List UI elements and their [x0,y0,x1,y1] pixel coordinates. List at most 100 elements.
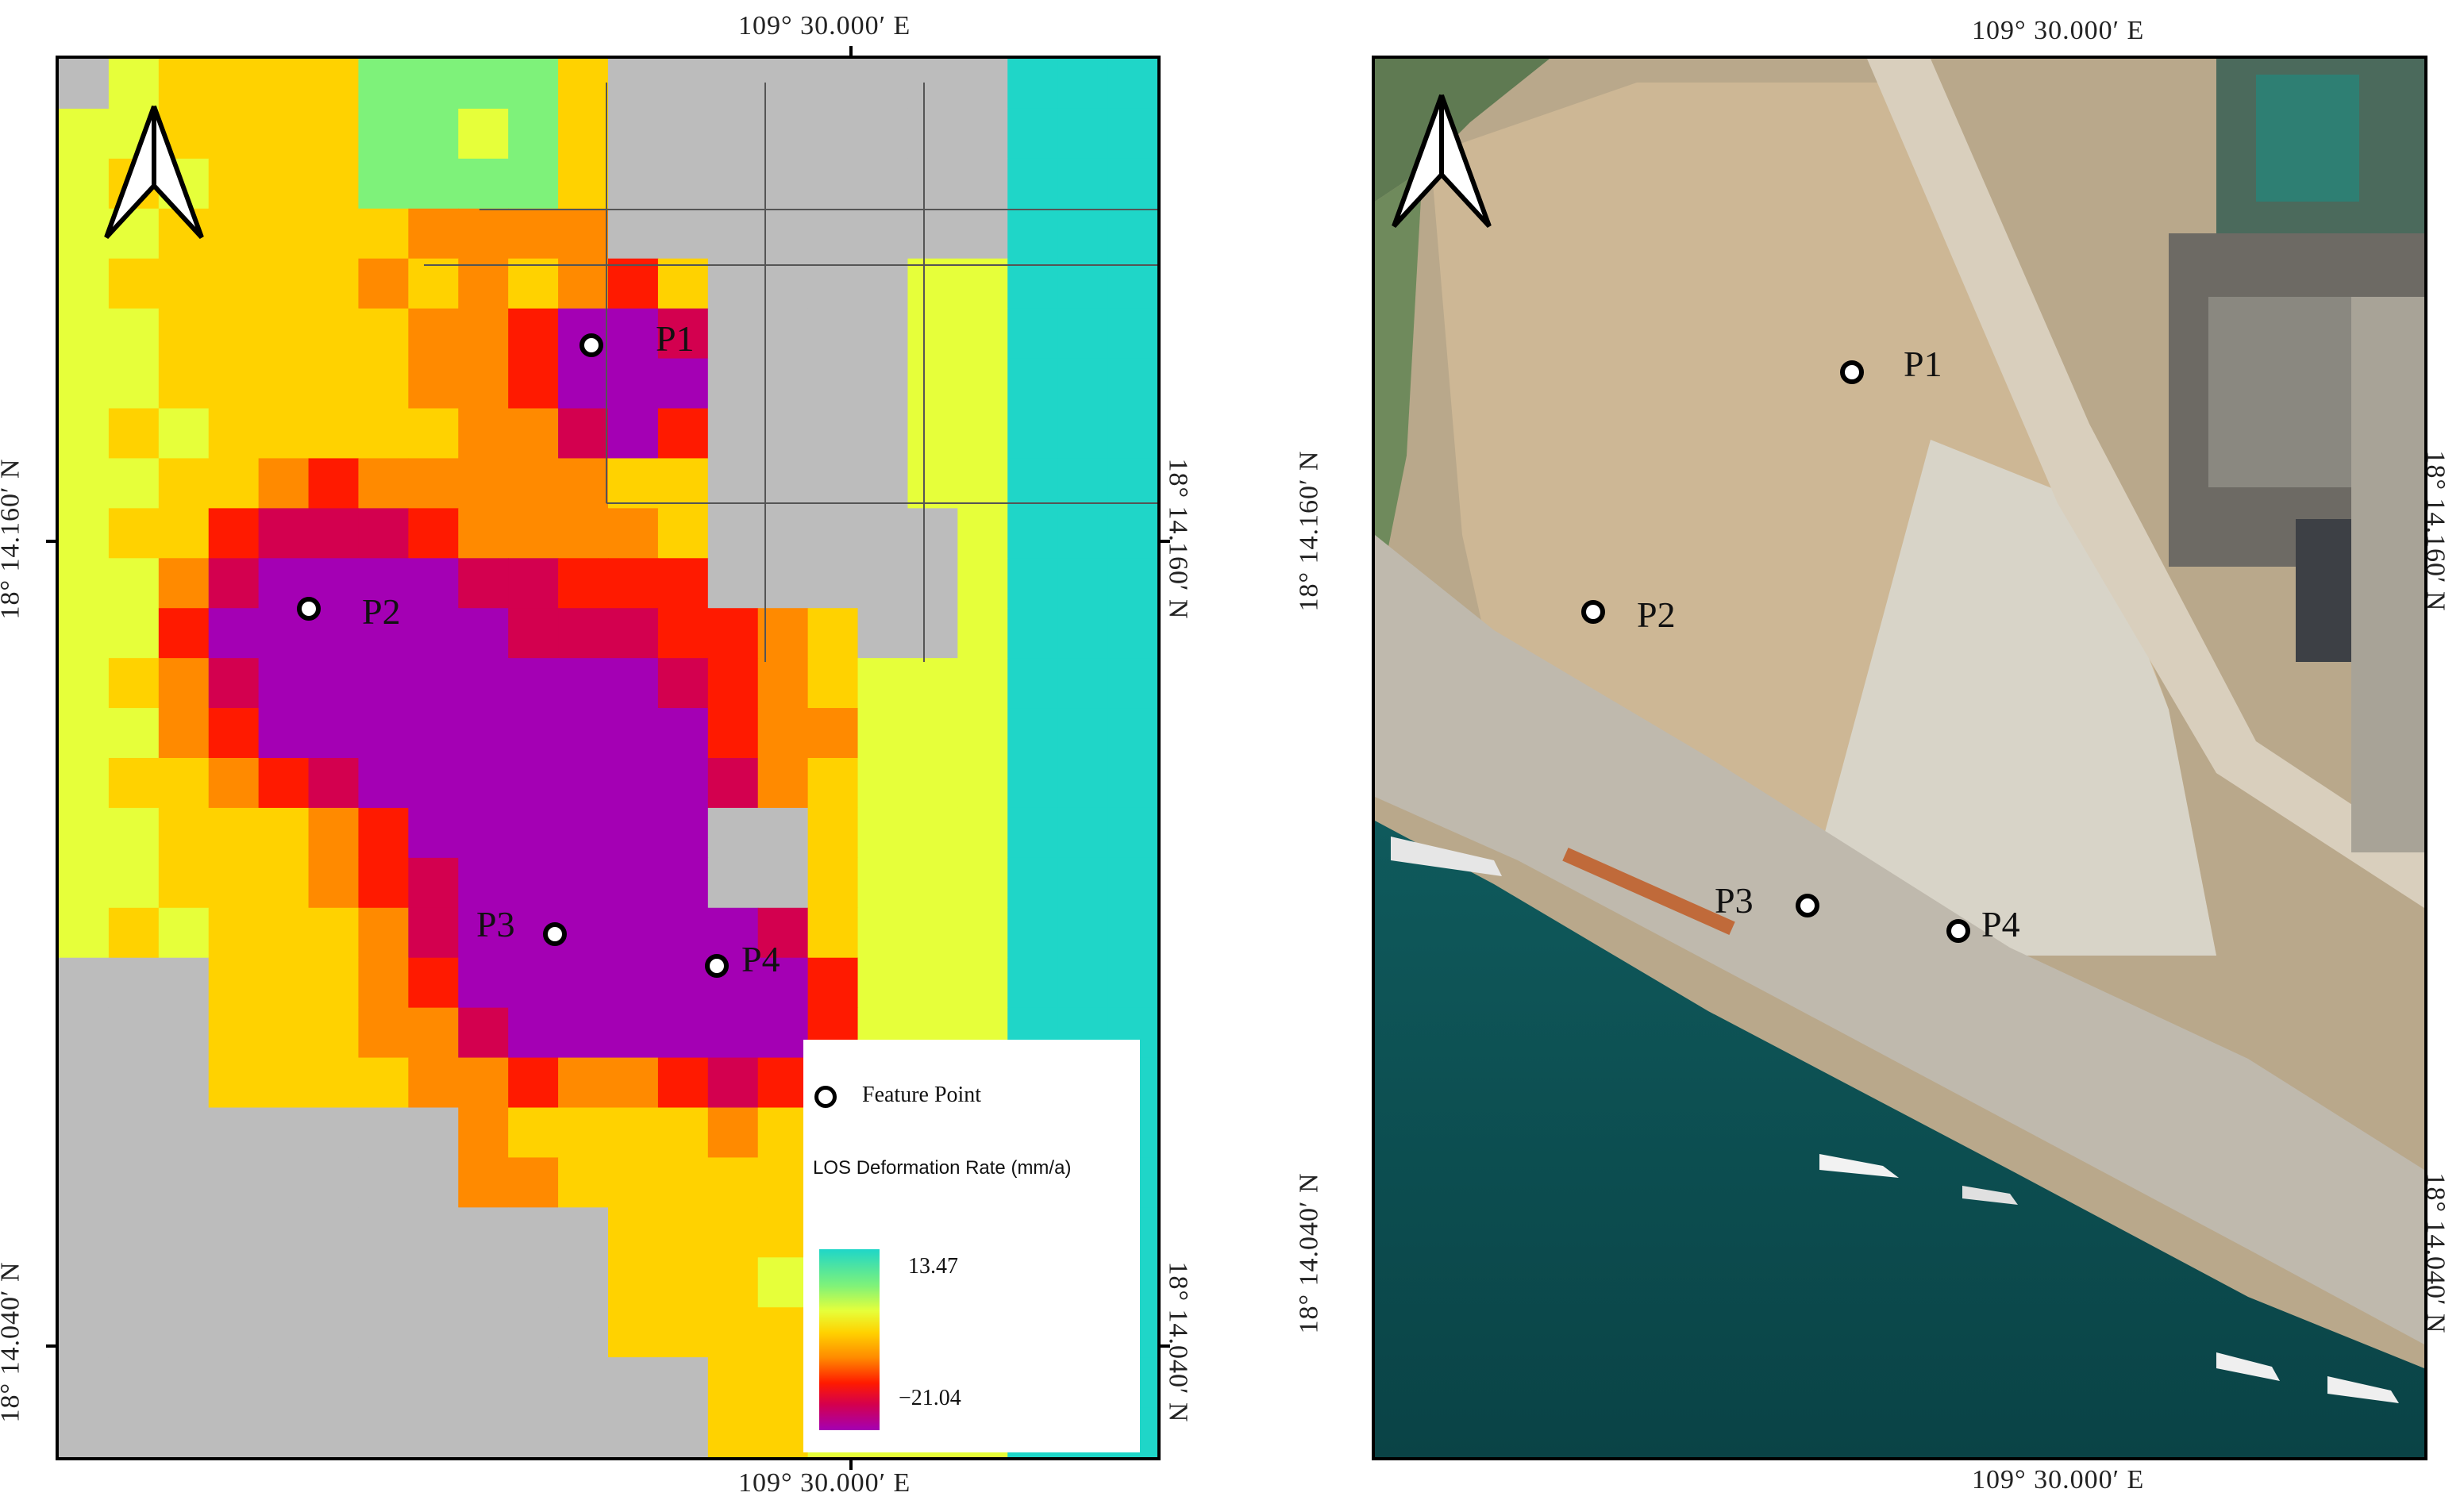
raster-cell [508,758,559,809]
feature-point-p4-marker[interactable] [1946,919,1970,943]
raster-cell [158,957,210,1009]
raster-cell [657,758,709,809]
raster-cell [657,408,709,460]
raster-cell [358,807,409,859]
raster-cell [158,658,210,709]
raster-cell [608,308,659,360]
raster-cell [458,59,509,110]
raster-cell [757,358,809,410]
raster-cell [608,708,659,759]
raster-cell [508,957,559,1009]
raster-cell [1057,358,1108,410]
raster-cell [657,358,709,410]
feature-point-p2-marker[interactable] [1581,600,1605,624]
raster-cell [907,807,958,859]
raster-cell [258,957,310,1009]
raster-cell [458,957,509,1009]
feature-point-p3-marker[interactable] [1796,894,1819,917]
raster-cell [158,1157,210,1208]
satellite-image-panel[interactable]: P1 P2 P3 P4 [1372,56,2427,1460]
raster-cell [807,258,859,310]
raster-cell [408,208,459,260]
raster-cell [258,1007,310,1059]
raster-cell [608,1157,659,1208]
raster-cell [308,1007,360,1059]
raster-cell [707,758,759,809]
raster-cell [707,807,759,859]
feature-point-p1-marker[interactable] [1840,360,1864,384]
raster-cell [957,508,1008,559]
raster-cell [458,258,509,310]
raster-cell [458,1307,509,1358]
raster-cell [108,558,160,609]
raster-cell [208,1357,260,1408]
feature-point-p4-marker[interactable] [705,954,729,978]
raster-cell [308,1257,360,1308]
raster-cell [508,208,559,260]
point-label-p4: P4 [741,939,780,979]
raster-cell [108,857,160,909]
raster-cell [757,1307,809,1358]
raster-cell [208,258,260,310]
raster-cell [258,158,310,210]
raster-cell [408,1007,459,1059]
raster-cell [657,1257,709,1308]
raster-cell [458,358,509,410]
raster-cell [558,158,609,210]
raster-cell [608,1407,659,1457]
raster-cell [108,1057,160,1109]
raster-cell [657,258,709,310]
raster-cell [308,1407,360,1457]
tick-mark [1161,1344,1170,1348]
raster-cell [358,1107,409,1159]
raster-cell [1107,258,1157,310]
feature-point-p2-marker[interactable] [297,597,321,621]
raster-cell [608,658,659,709]
raster-cell [308,508,360,559]
point-label-p1: P1 [1904,344,1942,384]
raster-cell [957,957,1008,1009]
feature-point-p1-marker[interactable] [579,333,603,357]
deformation-map-panel[interactable]: P1 P2 P3 P4 Feature Point LOS Deformatio… [56,56,1161,1460]
raster-cell [358,608,409,659]
raster-cell [108,508,160,559]
raster-cell [358,1257,409,1308]
raster-cell [1057,59,1108,110]
raster-cell [907,658,958,709]
raster-cell [458,458,509,509]
raster-cell [258,508,310,559]
raster-cell [907,458,958,509]
raster-cell [108,1007,160,1059]
raster-cell [807,658,859,709]
raster-cell [857,708,909,759]
raster-cell [1007,658,1058,709]
raster-cell [807,358,859,410]
raster-cell [258,208,310,260]
raster-cell [1057,608,1108,659]
raster-cell [458,508,509,559]
raster-cell [408,907,459,959]
raster-cell [1007,358,1058,410]
feature-point-p3-marker[interactable] [543,922,567,946]
raster-cell [1057,508,1108,559]
raster-cell [558,558,609,609]
legend-feature-point-label: Feature Point [862,1083,982,1107]
raster-cell [707,907,759,959]
raster-cell [757,758,809,809]
raster-cell [707,408,759,460]
lon-label-bottom-right: 109° 30.000′ E [1972,1465,2145,1494]
raster-cell [59,758,110,809]
raster-cell [258,1057,310,1109]
raster-cell [358,1407,409,1457]
raster-cell [308,1307,360,1358]
raster-cell [158,758,210,809]
raster-cell [59,807,110,859]
raster-cell [907,957,958,1009]
raster-cell [208,1007,260,1059]
raster-cell [608,408,659,460]
raster-cell [108,258,160,310]
raster-cell [258,308,310,360]
raster-cell [857,208,909,260]
raster-cell [657,1057,709,1109]
raster-cell [408,258,459,310]
